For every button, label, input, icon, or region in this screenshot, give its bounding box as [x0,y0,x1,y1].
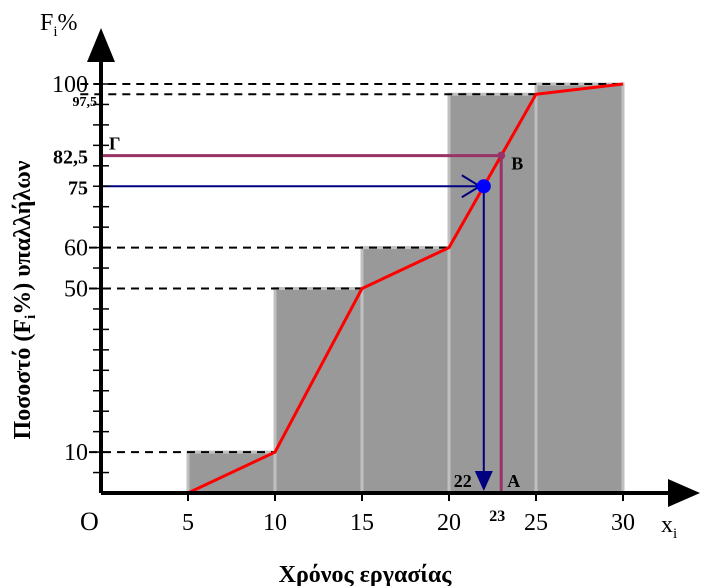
label-A: A [507,471,520,491]
y-tick-label-82-5: 82,5 [53,147,88,169]
y-axis-symbol: Fi% [40,10,78,40]
y-tick-label-50: 50 [64,277,88,303]
arrow-head-down [474,471,493,491]
y-tick-label-10: 10 [64,440,88,466]
ogive-line [187,82,624,495]
x-tick-label-10: 10 [263,510,287,536]
histogram-bar-3 [360,246,451,495]
y-tick-label-60: 60 [64,236,88,262]
ogive-polyline [187,82,624,495]
y-axis-title: Ποσοστό (Fi%) υπαλλήλων [10,160,39,439]
dashed-guides [80,83,623,454]
label-gamma: Γ [109,134,120,154]
y-tick-label-75: 75 [68,177,88,199]
y-tick-label-100: 100 [52,72,88,98]
x-tick-label-25: 25 [524,510,548,536]
x-tick-label-30: 30 [611,510,635,536]
x-tick-label-20: 20 [437,510,461,536]
label-B: B [511,154,523,174]
origin-label: O [80,507,99,536]
histogram-bar-2 [273,287,364,495]
x-axis-arrow [668,479,700,507]
x-tick-label-5: 5 [182,510,194,536]
axes [87,28,700,507]
histogram-bars [186,82,625,495]
label-23: 23 [489,508,505,525]
point-75 [476,179,491,194]
point-b [497,151,506,160]
histogram-bar-4 [447,92,538,495]
x-axis-title: Χρόνος εργασίας [279,562,453,586]
histogram-bar-5 [534,82,625,495]
y-axis-arrow [87,28,115,62]
y-tick-label-97-5: 97,5 [73,95,98,110]
x-axis-symbol: xi [661,512,677,542]
x-tick-label-15: 15 [350,510,374,536]
label-22: 22 [454,471,472,491]
